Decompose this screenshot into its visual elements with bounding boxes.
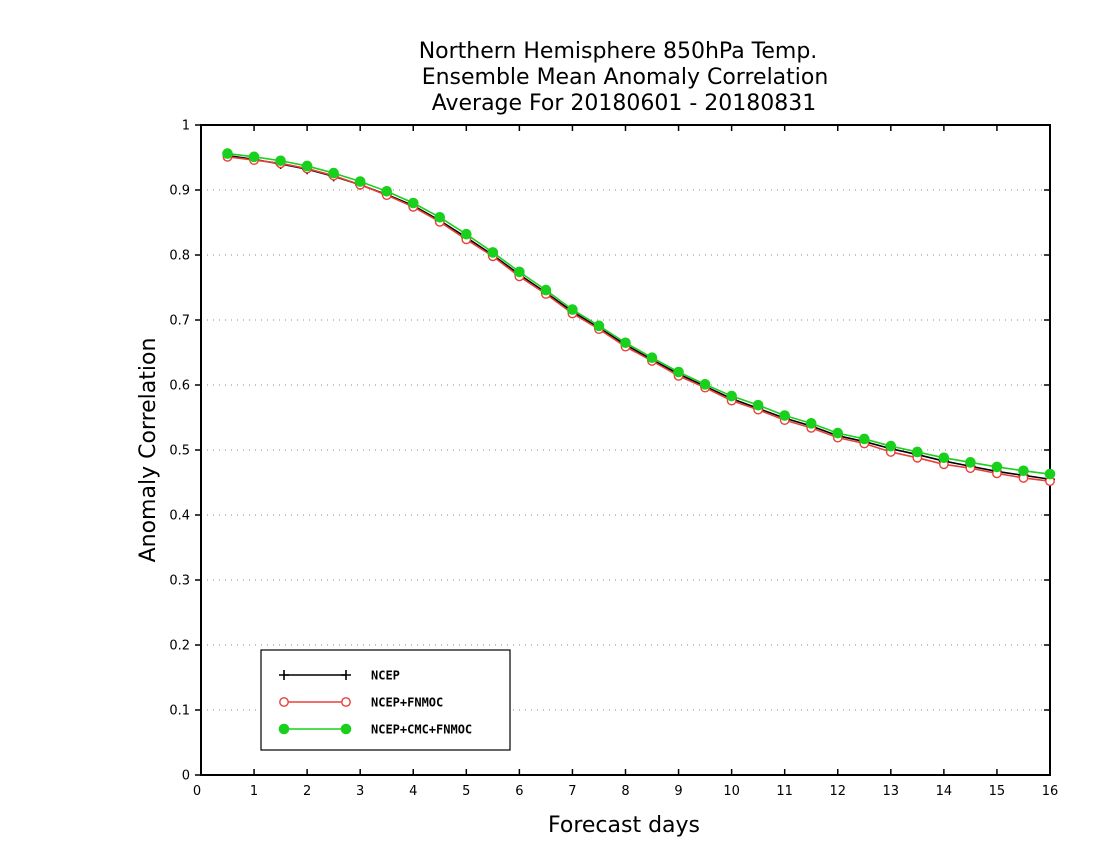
- legend: NCEP NCEP+FNMOC NCEP+CMC+FNMOC: [260, 649, 511, 751]
- y-tick-label-4: 0.4: [169, 509, 190, 524]
- series-line-2: [227, 152, 1051, 475]
- data-point-2-1: [248, 151, 260, 163]
- data-point-2-13: [567, 304, 578, 315]
- legend-marker-end-0: [341, 670, 351, 680]
- legend-marker-start-0: [279, 670, 289, 680]
- data-point-2-23: [832, 427, 844, 439]
- series-2: [222, 148, 1056, 480]
- data-point-2-21: [779, 410, 790, 421]
- data-point-2-15: [620, 337, 631, 349]
- axes: [195, 124, 1051, 776]
- data-point-2-9: [461, 228, 472, 240]
- legend-box: [260, 649, 511, 751]
- legend-label-0: NCEP: [371, 669, 400, 683]
- x-tick-label-15: 15: [989, 784, 1006, 799]
- data-point-2-5: [354, 176, 366, 187]
- data-point-2-14: [593, 320, 605, 332]
- data-point-2-19: [726, 390, 737, 402]
- data-point-2-7: [407, 197, 419, 209]
- y-tick-label-2: 0.2: [169, 639, 190, 654]
- title-line-2: Ensemble Mean Anomaly Correlation: [422, 65, 829, 90]
- data-point-2-20: [752, 399, 764, 411]
- y-tick-label-8: 0.8: [169, 249, 190, 264]
- data-point-2-8: [434, 212, 446, 223]
- legend-entry-0: NCEP: [279, 669, 400, 683]
- x-tick-label-7: 7: [568, 784, 576, 799]
- data-point-2-25: [885, 440, 897, 452]
- legend-marker-end-2: [340, 723, 352, 735]
- data-point-2-18: [699, 379, 711, 390]
- tick-labels: 00.10.20.30.40.50.60.70.80.910 1 2 3 4 5 6 7 8 9 1…: [169, 119, 1058, 800]
- y-tick-label-5: 0.5: [169, 444, 190, 459]
- x-tick-label-3: 3: [356, 784, 364, 799]
- title-line-1: Northern Hemisphere 850hPa Temp.: [419, 39, 818, 64]
- y-axis-label: Anomaly Correlation: [136, 338, 161, 563]
- x-tick-label-5: 5: [462, 784, 470, 799]
- x-tick-label-16: 16: [1042, 784, 1059, 799]
- data-point-2-17: [673, 366, 684, 378]
- data-point-2-16: [646, 352, 658, 364]
- legend-label-2: NCEP+CMC+FNMOC: [371, 723, 472, 737]
- data-point-2-0: [222, 148, 233, 159]
- series-line-1: [227, 156, 1051, 482]
- gridlines: [201, 189, 1050, 711]
- x-tick-label-9: 9: [674, 784, 682, 799]
- x-tick-label-6: 6: [515, 784, 523, 799]
- legend-marker-start-2: [278, 723, 290, 735]
- data-point-2-4: [328, 167, 339, 179]
- y-tick-label-1: 0.1: [169, 704, 190, 719]
- x-tick-label-4: 4: [409, 784, 417, 799]
- legend-entry-1: NCEP+FNMOC: [279, 696, 443, 710]
- x-tick-label-10: 10: [723, 784, 740, 799]
- x-axis-label: Forecast days: [548, 813, 700, 838]
- data-point-2-29: [991, 461, 1003, 473]
- x-tick-label-13: 13: [883, 784, 900, 799]
- x-tick-label-0: 0: [193, 784, 201, 799]
- legend-entry-2: NCEP+CMC+FNMOC: [278, 723, 472, 737]
- x-tick-label-2: 2: [303, 784, 311, 799]
- data-point-2-27: [938, 452, 950, 464]
- x-tick-label-1: 1: [250, 784, 258, 799]
- data-point-2-24: [858, 433, 870, 445]
- y-tick-label-0: 0: [182, 769, 190, 784]
- y-tick-label-6: 0.6: [169, 379, 190, 394]
- data-point-2-11: [514, 266, 525, 278]
- legend-marker-end-1: [341, 697, 351, 707]
- x-tick-label-14: 14: [936, 784, 953, 799]
- y-tick-label-3: 0.3: [169, 574, 190, 589]
- data-point-2-12: [540, 284, 552, 296]
- y-tick-label-10: 1: [182, 119, 190, 134]
- series-layer: [222, 148, 1056, 487]
- y-tick-label-7: 0.7: [169, 314, 190, 329]
- data-point-2-2: [275, 155, 286, 167]
- series-0: [222, 150, 1055, 485]
- data-point-2-6: [381, 186, 393, 197]
- data-point-2-10: [487, 247, 499, 258]
- y-tick-label-9: 0.9: [169, 184, 190, 199]
- chart-title: Northern Hemisphere 850hPa Temp. Ensembl…: [419, 39, 829, 116]
- legend-marker-start-1: [279, 697, 289, 707]
- data-point-2-30: [1018, 465, 1029, 477]
- data-point-2-26: [912, 446, 923, 458]
- series-line-0: [227, 154, 1051, 481]
- x-tick-label-11: 11: [776, 784, 793, 799]
- data-point-2-31: [1044, 468, 1056, 480]
- data-point-2-28: [965, 457, 976, 468]
- data-point-2-22: [805, 418, 817, 429]
- x-tick-label-12: 12: [829, 784, 846, 799]
- series-1: [222, 151, 1055, 487]
- x-tick-label-8: 8: [621, 784, 629, 799]
- title-line-3: Average For 20180601 - 20180831: [432, 91, 817, 116]
- data-point-2-3: [301, 160, 313, 172]
- legend-label-1: NCEP+FNMOC: [371, 696, 443, 710]
